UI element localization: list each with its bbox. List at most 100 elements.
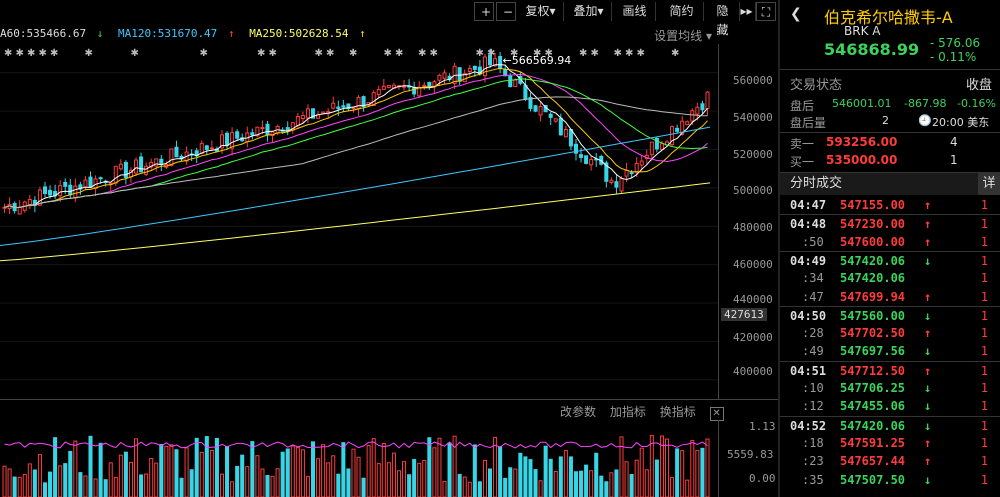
ticks-list[interactable]: 04:47 547155.00 ↑ 1 04:48 547230.00 ↑ 1:50 54760… [780,196,1000,497]
chart-toolbar: + − 复权▾ 叠加▾ 画线 简约 隐藏 ▸▸ ⛶ [0,0,778,37]
candle-body [528,97,533,109]
close-icon[interactable]: ✕ [709,407,724,421]
ma250-line [0,182,711,262]
tick-time: 04:52 [790,418,827,433]
event-marker-icon: ✱ [533,48,541,59]
price-tick: 500000 [733,184,773,197]
tick-price: 547455.06 [840,399,906,414]
ticks-detail-button[interactable]: 详 [978,173,1000,195]
tick-time: :50 [802,234,824,249]
candle-body [98,177,103,180]
volume-bar [487,468,493,497]
volume-bar [159,444,164,497]
zoom-in-button[interactable]: + [474,2,494,21]
volume-bar [280,451,285,497]
tick-volume: 1 [980,381,988,395]
candle-body [159,158,164,165]
candle-body [48,189,53,196]
volume-bar [7,468,12,497]
volume-bar [472,444,477,497]
candle-body [695,106,700,115]
tick-time: :34 [802,271,824,286]
zoom-out-button[interactable]: − [496,2,516,21]
candle-body [589,159,594,166]
volume-bar [407,474,412,497]
kline-chart[interactable]: ✱ ✱ ✱ ✱ ✱ ✱ ✱ ✱ ✱ ✱ ✱ ✱ ✱ ✱ ✱ ✱ ✱ ✱ ✱ ✱ ✱ ✱ ✱ ✱ ✱ ✱ ✱ ✱←566569.94 [0,44,718,399]
candle-body [498,55,503,70]
huaxian-button[interactable]: 画线 [614,2,656,21]
candle-body [351,107,356,110]
volume-bar [670,476,675,497]
candle-body [123,161,128,178]
jianyue-button[interactable]: 简约 [660,2,704,21]
volume-tick: 0.00 [749,472,776,485]
candle-body [88,176,93,188]
tick-time: 04:47 [790,198,827,212]
candle-body [154,158,159,167]
chevron-down-icon: ▾ [597,4,604,18]
candle-body [624,169,629,177]
candle-body [563,128,568,138]
chevron-left-icon[interactable]: ❮ [790,6,802,22]
volume-tick: 5559.83 [727,448,774,461]
switch-indicator-button[interactable]: 换指标 [659,405,696,419]
tick-price: 547697.56 [840,344,906,359]
volume-bar [356,456,361,497]
ma-legend: A60:535466.67 ↓ MA120:531670.47 ↑ MA250:… [0,27,374,43]
volume-bar [189,469,194,497]
volume-bar [624,461,629,497]
volume-bar [366,445,371,497]
tick-time: :49 [802,344,824,359]
volume-bar [275,468,280,497]
volume-chart[interactable] [0,420,718,497]
ma-setting-link[interactable]: 设置均线 ▾ [654,29,712,43]
candle-body [690,110,695,122]
candle-body [614,181,619,188]
tick-time: :28 [802,326,824,341]
volume-bar [199,451,204,497]
candle-body [680,120,685,135]
volume-bar [422,459,427,497]
candle-body [230,132,235,149]
volume-bar [376,463,381,497]
more-arrow-icon[interactable]: ▸▸ [738,2,756,21]
event-marker-icon: ✱ [349,48,357,59]
tick-volume: 1 [980,289,988,304]
diejia-dropdown[interactable]: 叠加▾ [566,2,612,21]
after-volume-label: 盘后量 [790,116,827,130]
event-marker-icon: ✱ [430,48,438,59]
tick-price: 547702.50 [840,326,906,341]
divider [0,399,778,400]
volume-bar [305,476,310,497]
add-indicator-button[interactable]: 加指标 [609,405,646,419]
tick-volume: 1 [980,308,988,323]
arrow-down-icon: ↓ [924,472,932,487]
yincang-button[interactable]: 隐藏 [706,2,740,37]
candle-body [17,206,22,215]
stock-name: 伯克希尔哈撒韦-A [824,8,953,27]
candle-body [548,113,553,118]
tick-time: 04:49 [790,253,827,268]
volume-bar [513,468,518,497]
fuquan-dropdown[interactable]: 复权▾ [518,2,564,21]
volume-bar [396,470,402,497]
chart-pane[interactable]: + − 复权▾ 叠加▾ 画线 简约 隐藏 ▸▸ ⛶ A60:535466.67 … [0,0,778,497]
tick-row: :18 547591.25 ↑ 1 [780,434,1000,452]
candle-body [584,155,589,164]
volume-bar [371,438,376,497]
volume-bar [139,474,144,497]
volume-bar [584,464,589,497]
candle-body [412,86,417,95]
stock-change: - 576.06 [930,36,981,50]
change-params-button[interactable]: 改参数 [560,405,597,419]
volume-bar [225,446,230,497]
arrow-up-icon: ↑ [924,454,932,469]
trade-status-label: 交易状态 [790,78,843,93]
candle-body [518,75,523,84]
volume-header: 改参数 加指标 换指标 ✕ [560,403,734,421]
volume-bar [705,438,710,497]
candle-body [659,143,664,150]
arrow-down-icon: ↓ [924,418,932,433]
expand-icon[interactable]: ⛶ [756,2,776,21]
volume-bar [22,473,27,497]
